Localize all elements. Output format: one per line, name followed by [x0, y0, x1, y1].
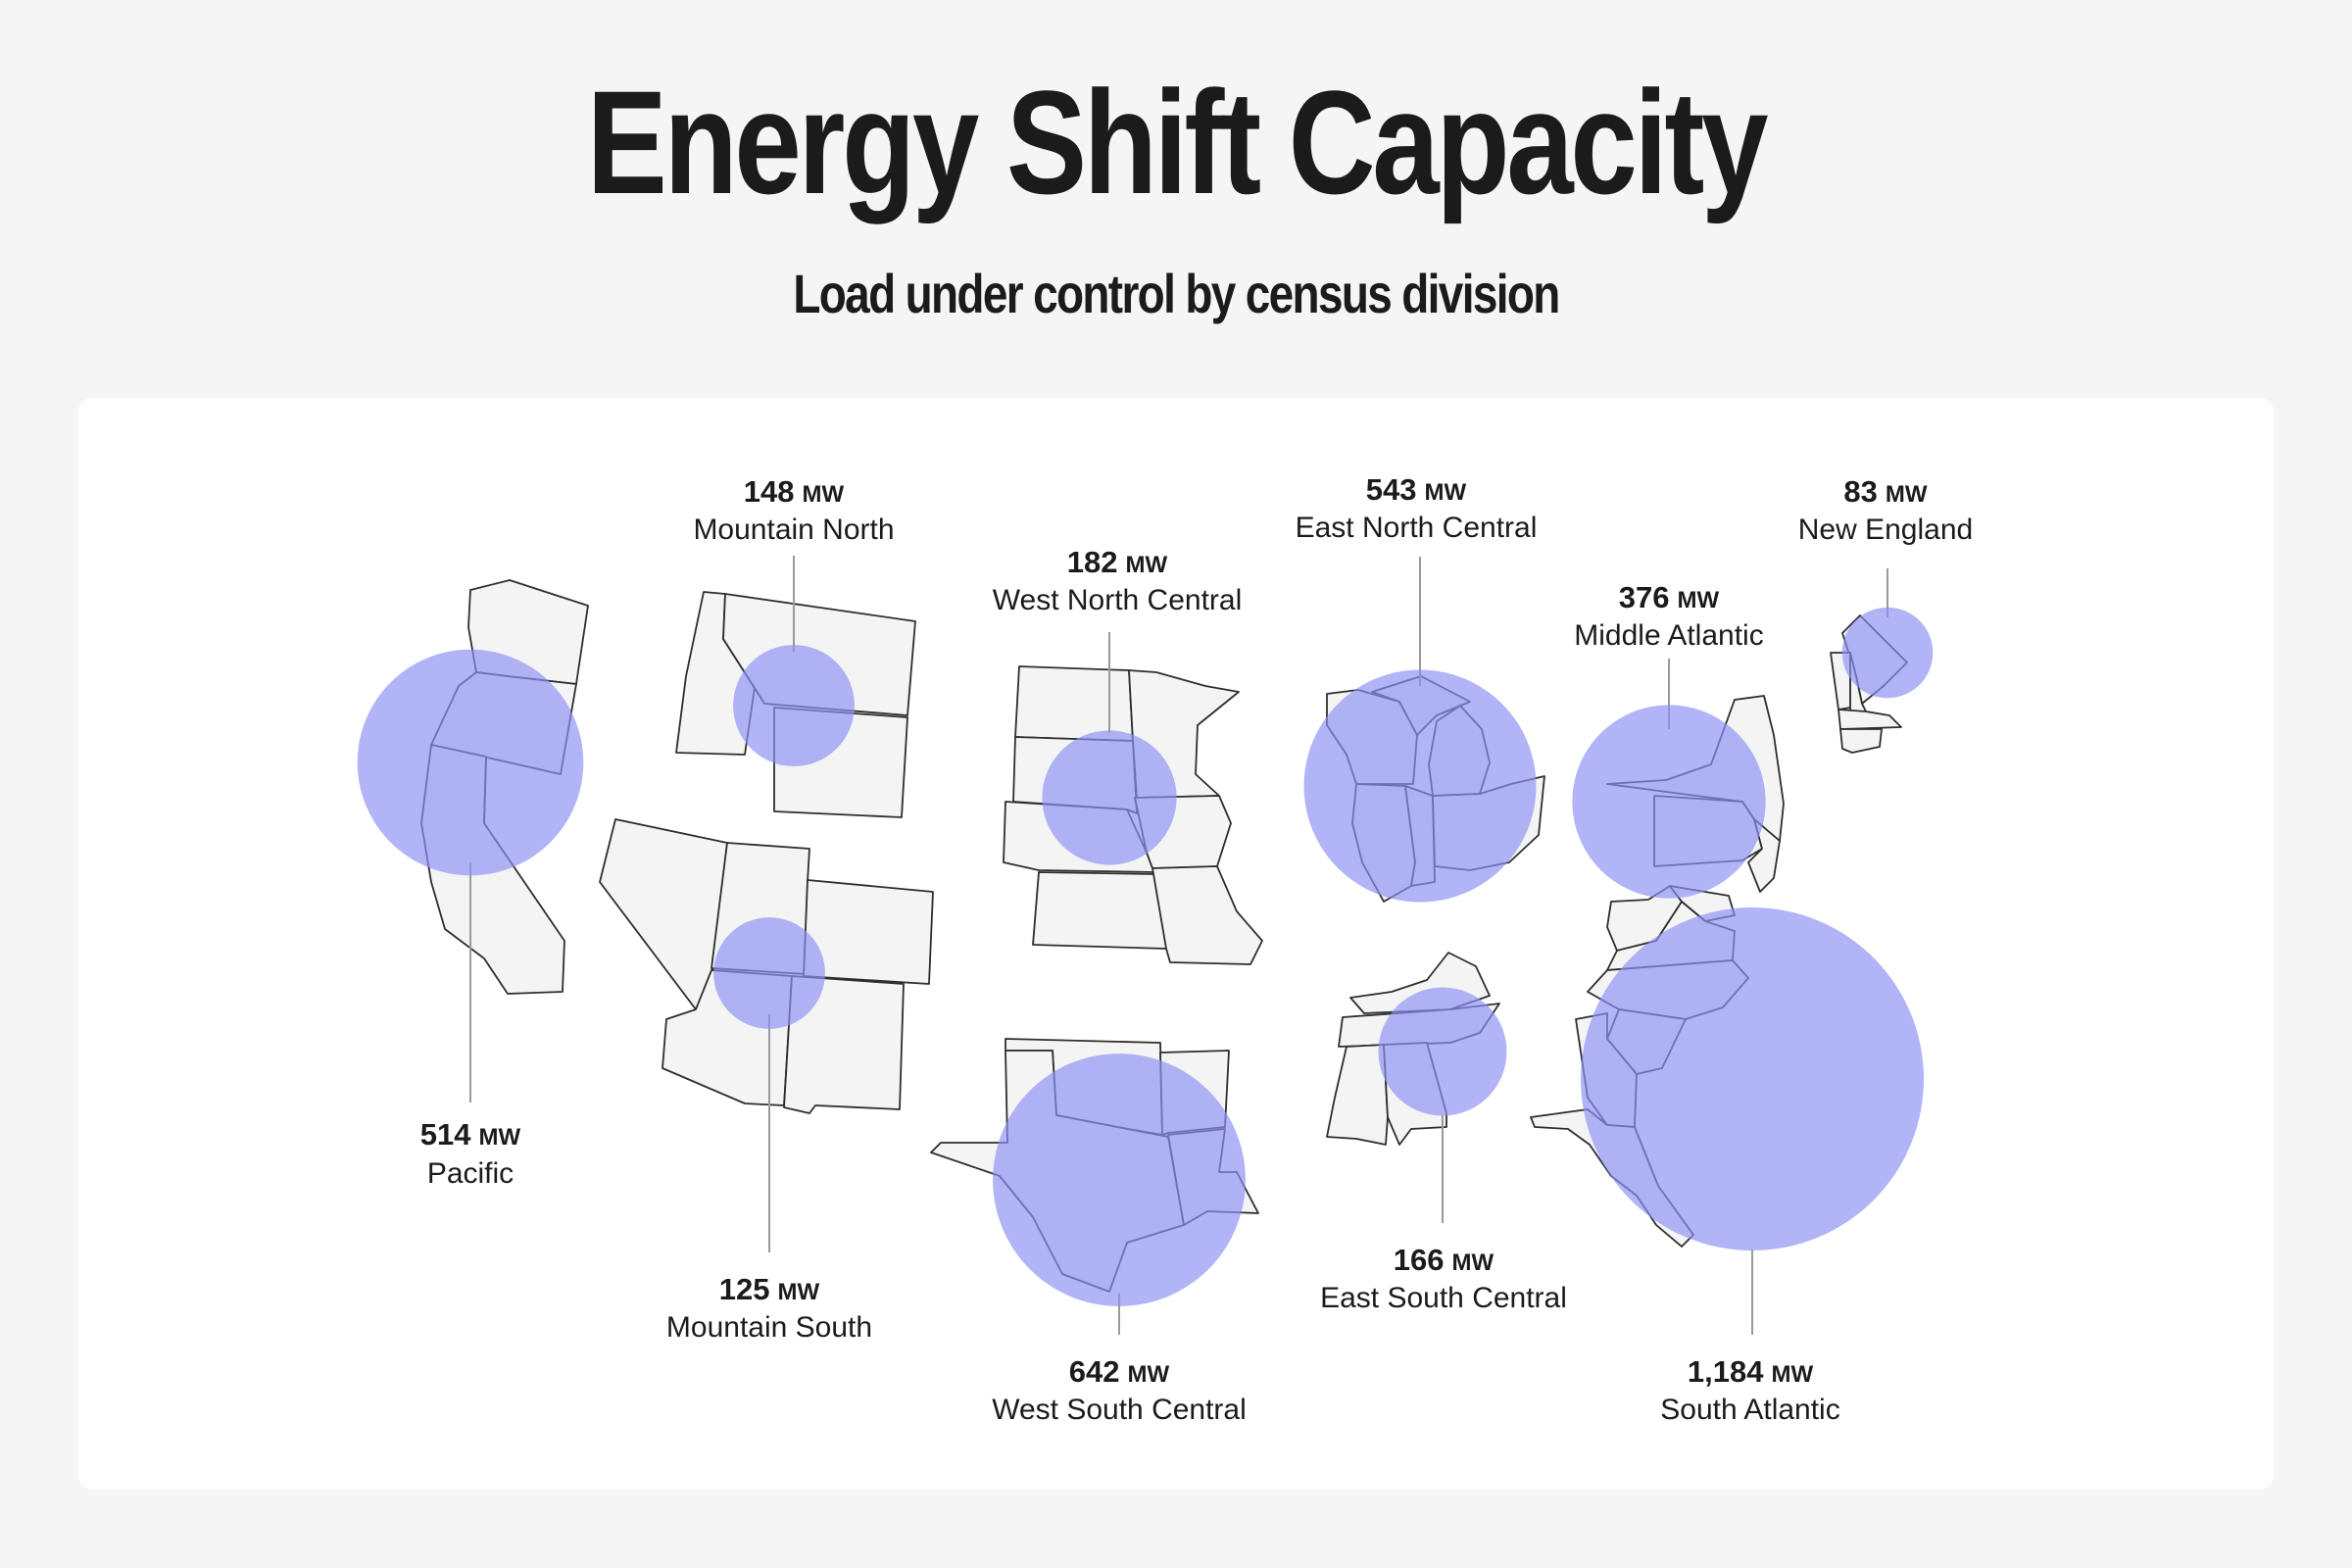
- name-label-pacific: Pacific: [427, 1157, 514, 1190]
- bubble-new-england: [1841, 607, 1934, 699]
- page-subtitle: Load under control by census division: [793, 263, 1560, 324]
- bubble-east-north-central: [1303, 669, 1537, 903]
- name-label-east-north-central: East North Central: [1296, 512, 1538, 544]
- bubble-west-south-central: [993, 1054, 1246, 1306]
- name-label-west-north-central: West North Central: [993, 584, 1243, 616]
- massachusetts-shape: [1838, 709, 1902, 730]
- bubble-middle-atlantic: [1572, 705, 1766, 899]
- page-title: Energy Shift Capacity: [586, 60, 1769, 224]
- bubble-pacific: [357, 649, 584, 876]
- north-dakota-shape: [1014, 665, 1134, 742]
- name-label-mountain-north: Mountain North: [693, 514, 894, 546]
- name-label-middle-atlantic: Middle Atlantic: [1574, 619, 1763, 652]
- missouri-shape: [1152, 865, 1263, 965]
- mississippi-shape: [1326, 1044, 1389, 1146]
- bubbles: [357, 607, 1934, 1306]
- value-label-east-south-central: 166 MW: [1394, 1243, 1494, 1277]
- value-label-mountain-north: 148 MW: [744, 474, 845, 509]
- bubble-west-north-central: [1042, 730, 1177, 865]
- name-label-new-england: New England: [1798, 514, 1973, 546]
- name-label-south-atlantic: South Atlantic: [1660, 1394, 1839, 1426]
- bubble-mountain-north: [733, 645, 855, 766]
- value-label-west-north-central: 182 MW: [1067, 545, 1168, 579]
- name-label-west-south-central: West South Central: [992, 1394, 1247, 1426]
- value-label-pacific: 514 MW: [420, 1117, 521, 1152]
- value-label-new-england: 83 MW: [1843, 474, 1927, 509]
- value-label-south-atlantic: 1,184 MW: [1688, 1354, 1814, 1389]
- division-labels: 514 MW Pacific 148 MW Mountain North 125 MW…: [420, 472, 1973, 1426]
- value-label-middle-atlantic: 376 MW: [1619, 580, 1720, 614]
- kansas-shape: [1032, 871, 1167, 950]
- new-mexico-shape: [783, 975, 905, 1114]
- bubble-east-south-central: [1378, 987, 1507, 1116]
- name-label-mountain-south: Mountain South: [666, 1311, 872, 1344]
- bubble-mountain-south: [713, 917, 825, 1029]
- value-label-mountain-south: 125 MW: [719, 1272, 820, 1306]
- value-label-east-north-central: 543 MW: [1366, 472, 1467, 507]
- connecticut-ri-shape: [1839, 728, 1883, 754]
- value-label-west-south-central: 642 MW: [1069, 1354, 1170, 1389]
- new-jersey-shape: [1747, 818, 1781, 893]
- name-label-east-south-central: East South Central: [1320, 1282, 1567, 1314]
- bubble-south-atlantic: [1581, 907, 1924, 1250]
- leader-lines: [469, 556, 1888, 1335]
